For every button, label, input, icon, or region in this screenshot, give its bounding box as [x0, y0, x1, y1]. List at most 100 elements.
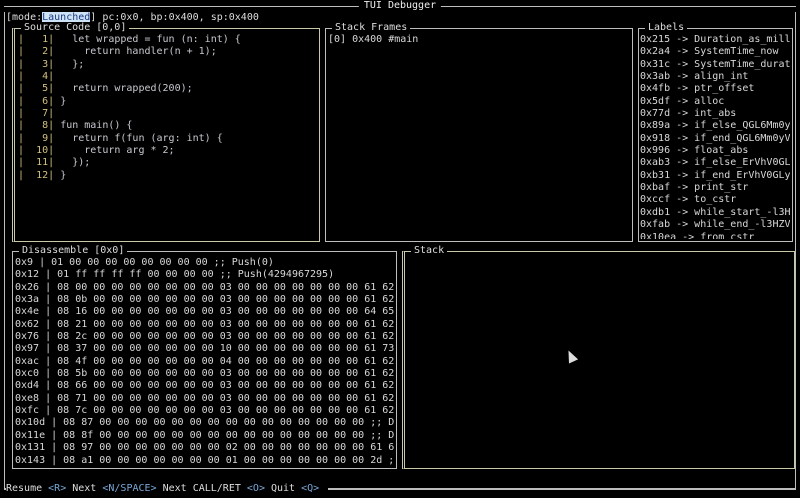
footer-divider — [4, 489, 796, 490]
code-text: let wrapped = fun (n: int) { — [60, 34, 241, 45]
key-hint: <Q> — [301, 483, 320, 494]
label-item[interactable]: 0xab3 -> if_else_ErVhV0GLy2V — [640, 157, 790, 169]
labels-title: Labels — [645, 22, 688, 34]
disassemble-row[interactable]: 0x4e | 08 16 00 00 00 00 00 00 00 03 00 … — [15, 306, 394, 318]
source-line[interactable]: | 11| }); — [18, 157, 317, 169]
code-text: } — [60, 169, 67, 181]
disassemble-row[interactable]: 0x131 | 08 97 00 00 00 00 00 00 00 02 00… — [15, 442, 394, 454]
source-line[interactable]: | 6| } — [18, 96, 317, 108]
label-item[interactable]: 0x918 -> if_end_QGL6Mm0yVBFD — [640, 132, 790, 144]
source-line[interactable]: | 3| }; — [18, 59, 317, 71]
code-text: } — [60, 95, 67, 107]
labels-panel[interactable]: Labels 0x215 -> Duration_as_millis 0x2a4 … — [638, 22, 793, 242]
label-item[interactable]: 0x4fb -> ptr_offset — [640, 83, 755, 95]
disassemble-row[interactable]: 0xac | 08 4f 00 00 00 00 00 00 00 04 00 … — [15, 355, 394, 367]
disassemble-row[interactable]: 0x62 | 08 21 00 00 00 00 00 00 00 03 00 … — [15, 318, 394, 330]
key-hint: <N/SPACE> — [102, 483, 157, 494]
stack-frames-panel[interactable]: Stack Frames [0] 0x400 #main — [325, 22, 633, 242]
label-item[interactable]: 0x10ea -> from_cstr — [640, 231, 755, 240]
label-item[interactable]: 0xb31 -> if_end_ErVhV0GLy2VI — [640, 169, 790, 181]
gutter: | — [48, 46, 55, 58]
disassemble-row[interactable]: 0x11e | 08 8f 00 00 00 00 00 00 00 00 00… — [15, 429, 394, 441]
disassemble-row[interactable]: 0xd4 | 08 66 00 00 00 00 00 00 00 03 00 … — [15, 380, 394, 392]
source-line[interactable]: | 8| fun main() { — [18, 120, 317, 132]
stack-title: Stack — [411, 245, 448, 257]
label-item[interactable]: 0xccf -> to_cstr — [640, 194, 737, 206]
disassemble-row[interactable]: 0x97 | 08 37 00 00 00 00 00 00 00 10 00 … — [15, 343, 394, 355]
label-item[interactable]: 0x31c -> SystemTime_duration — [640, 58, 790, 70]
label-item[interactable]: 0x996 -> float_abs — [640, 145, 749, 157]
disassemble-row[interactable]: 0x9 | 01 00 00 00 00 00 00 00 00 ;; Push… — [15, 257, 274, 268]
line-number: 8 — [42, 120, 49, 132]
code-text: return f(fun (arg: int) { — [60, 132, 223, 144]
stack-panel[interactable]: Stack — [402, 245, 795, 469]
gutter: | — [18, 71, 25, 83]
line-number: 6 — [42, 95, 49, 107]
labels-list: 0x215 -> Duration_as_millis 0x2a4 -> Syst… — [640, 34, 790, 239]
disassemble-row[interactable]: 0x3a | 08 0b 00 00 00 00 00 00 00 03 00 … — [15, 294, 394, 306]
disassemble-row[interactable]: 0x12 | 01 ff ff ff ff 00 00 00 00 ;; Pus… — [15, 269, 335, 281]
gutter: | — [18, 83, 25, 95]
gutter: | — [18, 58, 25, 70]
disassemble-panel[interactable]: Disassemble [0x0] 0x9 | 01 00 00 00 00 0… — [12, 245, 397, 469]
label-item[interactable]: 0x89a -> if_else_QGL6Mm0yVBF — [640, 120, 790, 132]
label-item[interactable]: 0x5df -> alloc — [640, 95, 725, 107]
disassemble-row[interactable]: 0x143 | 08 a1 00 00 00 00 00 00 00 01 00… — [15, 454, 394, 466]
disassemble-row[interactable]: 0x76 | 08 2c 00 00 00 00 00 00 00 03 00 … — [15, 331, 394, 343]
line-number: 7 — [42, 108, 49, 120]
source-code-panel[interactable]: Source Code [0,0] | 1| let wrapped = fun… — [12, 22, 320, 242]
line-number: 5 — [42, 83, 49, 95]
gutter: | — [18, 120, 25, 132]
footer-action: Quit — [271, 483, 296, 494]
line-number: 9 — [42, 132, 49, 144]
disassemble-list: 0x9 | 01 00 00 00 00 00 00 00 00 ;; Push… — [15, 257, 394, 466]
footer-action: Next CALL/RET — [162, 483, 241, 494]
keybinding-footer: Resume <R> Next <N/SPACE> Next CALL/RET … — [6, 483, 329, 495]
source-line[interactable]: | 9| return f(fun (arg: int) { — [18, 133, 317, 145]
code-text: return handler(n + 1); — [60, 46, 217, 58]
source-line[interactable]: | 1| let wrapped = fun (n: int) { — [18, 34, 317, 46]
source-line[interactable]: | 12| } — [18, 170, 317, 182]
disassemble-row[interactable]: 0x10d | 08 87 00 00 00 00 00 00 00 00 00… — [15, 417, 394, 429]
code-text: }; — [60, 58, 85, 70]
stack-frame-item[interactable]: [0] 0x400 #main — [328, 34, 419, 45]
gutter: | — [48, 108, 55, 120]
gutter: | — [18, 132, 25, 144]
label-item[interactable]: 0x215 -> Duration_as_millis — [640, 34, 790, 45]
label-item[interactable]: 0x3ab -> align_int — [640, 71, 749, 83]
status-line: [mode:Launched] pc:0x0, bp:0x400, sp:0x4… — [6, 12, 259, 24]
disassemble-row[interactable]: 0xfc | 08 7c 00 00 00 00 00 00 00 03 00 … — [15, 405, 394, 417]
gutter: | — [48, 132, 55, 144]
gutter: | — [48, 95, 55, 107]
line-number: 1 — [42, 34, 49, 45]
code-text: fun main() { — [60, 120, 133, 132]
label-item[interactable]: 0xdb1 -> while_start_-l3HZVG — [640, 206, 790, 218]
source-line[interactable]: | 4| — [18, 71, 317, 83]
gutter: | — [48, 71, 55, 83]
disassemble-row[interactable]: 0x26 | 08 00 00 00 00 00 00 00 00 03 00 … — [15, 281, 394, 293]
label-item[interactable]: 0xbaf -> print_str — [640, 182, 749, 194]
gutter: | — [18, 46, 25, 58]
stack-frames-list: [0] 0x400 #main — [328, 34, 630, 239]
code-text: }); — [60, 157, 91, 169]
disassemble-row[interactable]: 0xc0 | 08 5b 00 00 00 00 00 00 00 03 00 … — [15, 368, 394, 380]
line-number: 12 — [36, 169, 49, 181]
gutter: | — [48, 58, 55, 70]
label-item[interactable]: 0xfab -> while_end_-l3HZVGmc — [640, 219, 790, 231]
disassemble-title: Disassemble [0x0] — [19, 245, 128, 257]
title-bar: TUI Debugger — [4, 0, 796, 12]
key-hint: <O> — [246, 483, 265, 494]
source-line[interactable]: | 2| return handler(n + 1); — [18, 46, 317, 58]
source-line[interactable]: | 5| return wrapped(200); — [18, 83, 317, 95]
disassemble-row[interactable]: 0xe8 | 08 71 00 00 00 00 00 00 00 03 00 … — [15, 392, 394, 404]
footer-action: Resume — [6, 483, 43, 494]
gutter: | — [48, 145, 55, 157]
line-number: 10 — [36, 145, 49, 157]
label-item[interactable]: 0x2a4 -> SystemTime_now — [640, 46, 779, 58]
source-line[interactable]: | 7| — [18, 108, 317, 120]
gutter: | — [48, 169, 55, 181]
main-window — [4, 12, 796, 489]
label-item[interactable]: 0x77d -> int_abs — [640, 108, 737, 120]
stack-frames-title: Stack Frames — [332, 22, 411, 34]
source-line[interactable]: | 10| return arg * 2; — [18, 145, 317, 157]
